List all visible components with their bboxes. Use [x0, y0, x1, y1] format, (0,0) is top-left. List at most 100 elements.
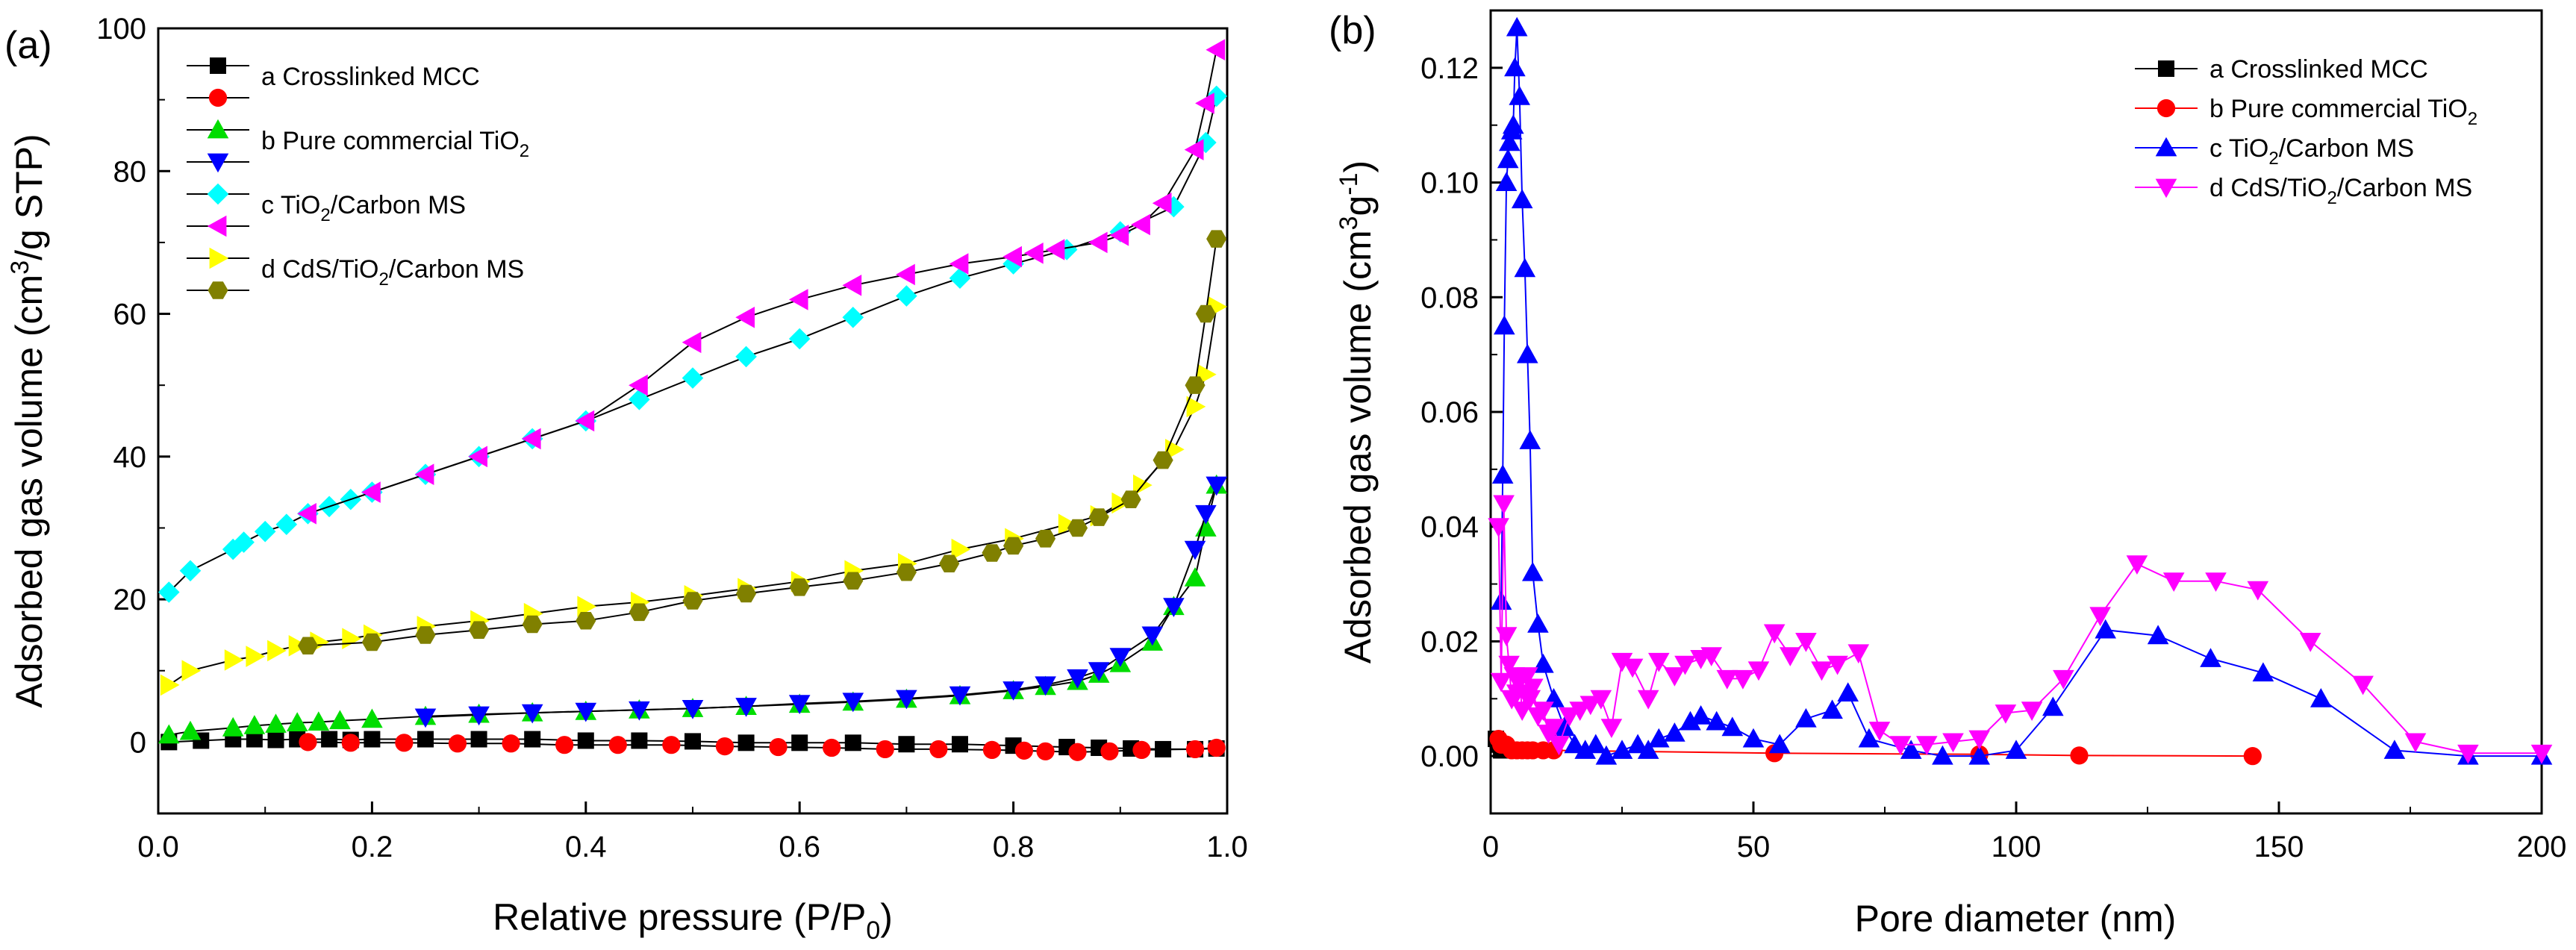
data-point [361, 708, 383, 728]
data-point [297, 503, 316, 525]
data-point [1499, 131, 1521, 151]
data-point [243, 715, 266, 734]
data-point [1488, 518, 1509, 537]
data-point [1858, 728, 1880, 748]
y-tick-label: 0 [130, 726, 146, 759]
data-point [1795, 633, 1817, 652]
data-point [949, 686, 971, 706]
series-line [1497, 503, 2542, 754]
series-3 [414, 476, 1227, 728]
legend-entry: d CdS/TiO2/Carbon MS [2135, 174, 2472, 208]
data-point [682, 592, 703, 610]
panel-b-legend: a Crosslinked MCC b Pure commercial TiO2 c… [2135, 55, 2477, 208]
data-point [608, 736, 627, 754]
data-point [1503, 114, 1524, 134]
data-point [1514, 257, 1536, 278]
data-point [1968, 745, 1990, 765]
data-point [1519, 430, 1541, 449]
data-point [267, 640, 287, 662]
data-point [522, 615, 543, 634]
legend-marker [2155, 178, 2177, 199]
data-point [1932, 745, 1953, 765]
x-tick-label: 100 [1992, 831, 2042, 863]
data-point [468, 446, 487, 468]
data-point [1195, 504, 1217, 525]
data-point [1195, 304, 1216, 323]
data-point [662, 736, 681, 754]
series-line [168, 306, 1217, 686]
data-point [1519, 690, 1541, 710]
data-point [254, 520, 276, 543]
panel-b-x-axis-title: Pore diameter (nm) [1855, 898, 2177, 940]
data-point [2200, 648, 2221, 667]
y-tick-label: 100 [96, 13, 146, 46]
data-point [949, 253, 969, 275]
data-point [1206, 230, 1227, 248]
y-tick-label: 80 [113, 155, 147, 188]
data-point [1509, 86, 1530, 105]
data-point [2299, 633, 2321, 652]
panel-a-x-axis-title: Relative pressure (P/P0) [493, 896, 893, 945]
data-point [2530, 744, 2553, 764]
data-point [575, 410, 595, 432]
x-tick-label: 0.4 [565, 831, 607, 863]
data-point [1706, 710, 1727, 731]
data-point [1680, 710, 1701, 731]
data-point [468, 706, 490, 726]
data-point [267, 731, 284, 749]
data-point [1821, 699, 1843, 719]
data-point [364, 731, 381, 748]
data-point [521, 704, 543, 724]
data-point [1585, 734, 1607, 754]
data-point [1637, 740, 1659, 759]
data-point [1532, 701, 1554, 721]
data-point [951, 538, 971, 560]
data-point [414, 463, 434, 485]
x-tick-label: 150 [2254, 831, 2304, 863]
data-point [1111, 492, 1132, 514]
panel-a-series [158, 39, 1227, 761]
data-point [1716, 669, 1738, 690]
data-point [1621, 658, 1644, 678]
data-point [233, 531, 255, 553]
legend-entry: d CdS/TiO2/Carbon MS [187, 247, 524, 290]
data-point [1559, 707, 1580, 727]
data-point [1002, 681, 1024, 701]
data-point [1163, 598, 1185, 617]
data-point [788, 328, 811, 350]
data-point [788, 695, 811, 714]
data-point [769, 737, 788, 757]
data-point [1995, 704, 2017, 724]
data-point [246, 731, 263, 748]
data-point [682, 367, 704, 389]
data-point [1721, 716, 1744, 737]
data-point [2147, 625, 2169, 645]
y-tick-label: 0.10 [1420, 167, 1479, 200]
x-tick-label: 0.6 [779, 831, 820, 863]
y-tick-label: 40 [113, 441, 147, 474]
data-point [448, 734, 467, 753]
data-point [1088, 662, 1110, 681]
series-3 [1488, 495, 2553, 764]
data-point [1493, 495, 1515, 515]
data-point [1553, 716, 1575, 737]
legend-label: c TiO2/Carbon MS [261, 191, 466, 225]
x-tick-label: 0.2 [352, 831, 393, 863]
data-point [2095, 619, 2116, 639]
data-point [842, 693, 864, 713]
data-point [1732, 669, 1754, 690]
data-point [1648, 728, 1670, 748]
data-point [1014, 741, 1034, 760]
legend-label: b Pure commercial TiO2 [2209, 95, 2477, 129]
data-point [1184, 540, 1206, 560]
legend-entry: b Pure commercial TiO2 [2135, 95, 2477, 129]
data-point [417, 731, 434, 748]
data-point [469, 621, 490, 639]
data-point [2005, 740, 2027, 759]
data-point [1811, 661, 1833, 681]
data-point [555, 736, 574, 754]
data-point [896, 285, 917, 307]
legend-entry: c TiO2/Carbon MS [187, 183, 466, 225]
data-point [246, 646, 266, 667]
data-point [1522, 561, 1544, 581]
